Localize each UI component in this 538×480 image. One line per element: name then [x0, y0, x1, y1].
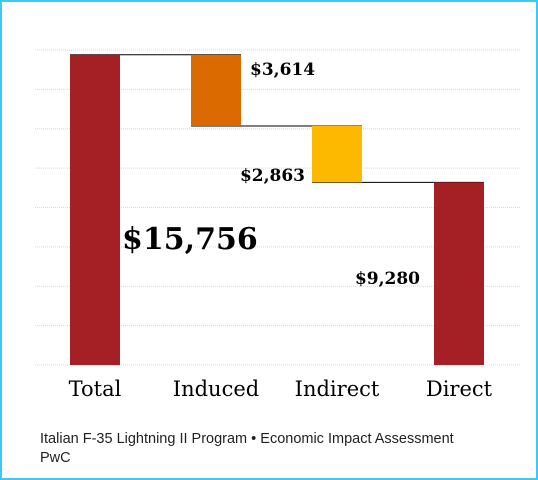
value-label-total: $15,756 — [122, 222, 258, 257]
bar-direct — [434, 182, 484, 365]
bar-total — [70, 54, 120, 366]
chart-caption: Italian F-35 Lightning II Program • Econ… — [40, 430, 454, 468]
value-label-indirect: $2,863 — [240, 166, 305, 186]
bar-indirect — [312, 125, 362, 183]
caption-line-1: Italian F-35 Lightning II Program • Econ… — [40, 431, 454, 447]
caption-line-2: PwC — [40, 450, 71, 466]
bar-induced — [191, 54, 241, 126]
value-label-direct: $9,280 — [355, 269, 420, 289]
value-label-induced: $3,614 — [250, 60, 315, 80]
category-label: Direct — [426, 377, 493, 401]
category-label: Total — [69, 377, 122, 401]
category-label: Indirect — [295, 377, 380, 401]
category-label: Induced — [173, 377, 259, 401]
